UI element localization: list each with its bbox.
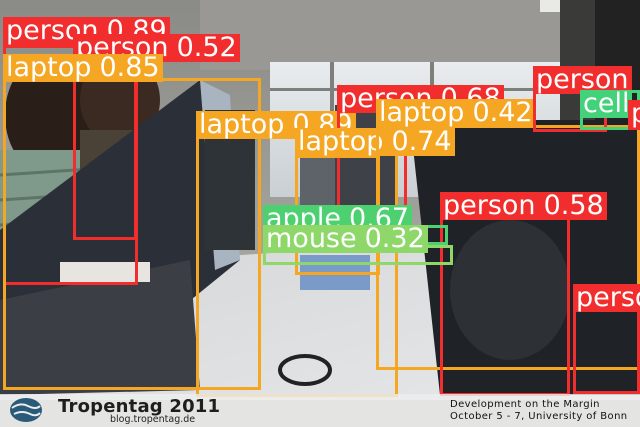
detection-confidence-text: 0.85 <box>99 54 160 82</box>
event-info: Development on the Margin October 5 - 7,… <box>450 399 628 423</box>
detection-class-text: laptop <box>6 54 92 82</box>
detection-confidence-text: 0.52 <box>176 34 237 62</box>
event-tagline: Development on the Margin <box>450 399 600 410</box>
detection-box-person <box>573 308 640 394</box>
footer-banner <box>0 394 640 427</box>
detection-box-person <box>440 216 570 396</box>
detection-label-person: person <box>533 66 632 94</box>
detection-class-text: laptop <box>199 111 285 139</box>
detection-class-text: cell <box>583 90 630 118</box>
brand-url: blog.tropentag.de <box>110 414 196 425</box>
detection-label-laptop: laptop 0.42 <box>376 99 536 127</box>
detection-label-person: p <box>628 100 640 128</box>
detection-class-text: laptop <box>298 128 384 156</box>
detection-class-text: person <box>576 284 640 312</box>
detection-label-laptop: laptop 0.85 <box>3 54 163 82</box>
detection-class-text: p <box>631 100 640 128</box>
detection-confidence-text: 0.42 <box>472 99 533 127</box>
event-dates: October 5 - 7, University of Bonn <box>450 411 628 422</box>
brand-title: Tropentag 2011 <box>58 396 221 417</box>
detection-label-cell: cell <box>580 90 633 118</box>
detection-confidence-text: 0.58 <box>543 192 604 220</box>
detection-label-laptop: laptop 0.74 <box>295 128 455 156</box>
detection-confidence-text: 0.32 <box>364 225 425 253</box>
detection-label-person: person 0.58 <box>440 192 607 220</box>
detection-class-text: mouse <box>266 225 357 253</box>
detection-label-mouse: mouse 0.32 <box>263 225 428 253</box>
detection-label-person: person <box>573 284 640 312</box>
detection-class-text: person <box>536 66 629 94</box>
detection-confidence-text: 0.74 <box>391 128 452 156</box>
globe-logo-icon <box>10 398 42 422</box>
detection-class-text: person <box>443 192 536 220</box>
detection-class-text: laptop <box>379 99 465 127</box>
